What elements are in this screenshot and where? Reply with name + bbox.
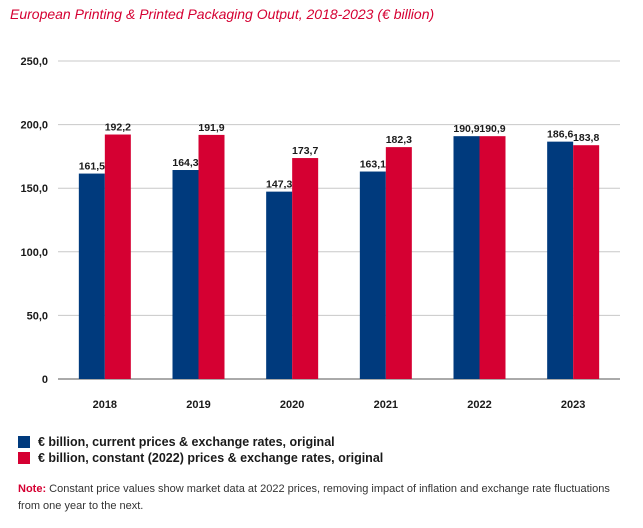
data-label: 147,3 — [266, 179, 292, 191]
chart-note: Note: Constant price values show market … — [18, 481, 630, 515]
legend-swatch-constant — [18, 452, 30, 464]
data-label: 161,5 — [79, 161, 105, 173]
data-label: 186,6 — [547, 129, 573, 141]
y-tick-label: 100,0 — [20, 247, 48, 259]
bar-constant — [292, 158, 319, 379]
y-tick-label: 200,0 — [20, 120, 48, 132]
data-label: 190,9 — [453, 123, 479, 135]
note-label: Note: — [18, 483, 47, 495]
legend-label-current: € billion, current prices & exchange rat… — [38, 435, 335, 449]
data-label: 190,9 — [479, 123, 505, 135]
y-tick-label: 0 — [42, 374, 48, 386]
legend-item-constant: € billion, constant (2022) prices & exch… — [18, 450, 383, 466]
data-label: 191,9 — [198, 122, 224, 134]
bar-current — [78, 173, 105, 379]
bar-constant — [198, 134, 225, 379]
data-label: 183,8 — [573, 132, 599, 144]
data-label: 164,3 — [172, 157, 198, 169]
legend-label-constant: € billion, constant (2022) prices & exch… — [38, 451, 384, 465]
data-label: 182,3 — [386, 134, 412, 146]
bar-current — [547, 141, 574, 379]
bar-current — [266, 191, 293, 379]
x-tick-label: 2018 — [93, 399, 117, 411]
x-tick-label: 2021 — [374, 399, 398, 411]
data-label: 192,2 — [105, 122, 131, 134]
bar-constant — [385, 147, 412, 379]
data-label: 163,1 — [360, 159, 386, 171]
x-tick-label: 2019 — [186, 399, 210, 411]
chart-legend: € billion, current prices & exchange rat… — [18, 434, 383, 466]
data-label: 173,7 — [292, 145, 318, 157]
chart-title: European Printing & Printed Packaging Ou… — [10, 6, 435, 22]
bar-current — [359, 171, 386, 379]
y-tick-label: 50,0 — [27, 310, 48, 322]
x-tick-label: 2020 — [280, 399, 304, 411]
bar-constant — [479, 136, 506, 379]
bar-current — [172, 170, 199, 379]
bar-constant — [573, 145, 600, 379]
x-tick-label: 2022 — [467, 399, 491, 411]
legend-swatch-current — [18, 436, 30, 448]
bar-constant — [104, 134, 131, 379]
y-tick-label: 250,0 — [20, 56, 48, 68]
x-tick-label: 2023 — [561, 399, 585, 411]
bar-chart: 0 50,0 100,0 150,0 200,0 250,0 161,5 192,2 2018 1… — [20, 56, 620, 411]
y-tick-label: 150,0 — [20, 183, 48, 195]
bar-current — [453, 136, 480, 379]
legend-item-current: € billion, current prices & exchange rat… — [18, 434, 383, 450]
note-text: Constant price values show market data a… — [18, 483, 610, 512]
